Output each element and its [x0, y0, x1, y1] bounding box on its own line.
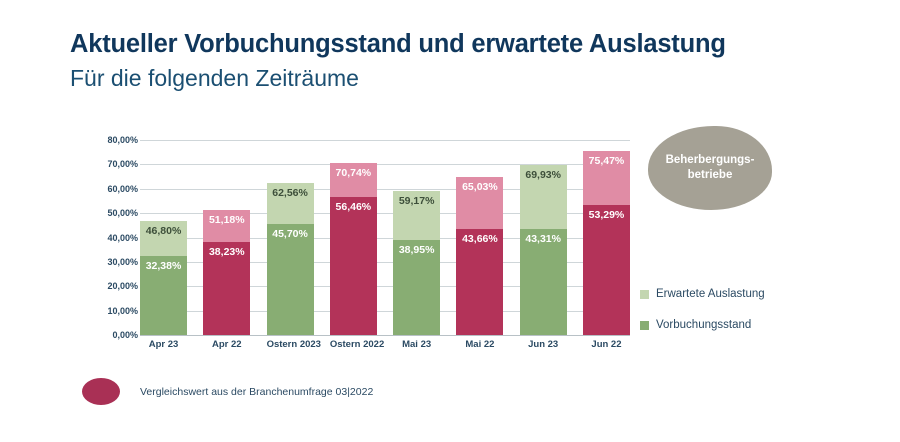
bar-stack: 46,80% 32,38% — [140, 220, 187, 335]
bar-column: 59,17% 38,95% — [393, 140, 441, 335]
bar-stack: 59,17% 38,95% — [393, 190, 441, 335]
footnote: Vergleichswert aus der Branchenumfrage 0… — [82, 378, 373, 405]
bar-segment-vorbuchungsstand: 43,31% — [519, 229, 567, 335]
bar-value-label: 65,03% — [462, 180, 498, 193]
gridline — [140, 213, 630, 215]
bar-column: 75,47% 53,29% — [582, 140, 630, 335]
y-axis-tick: 50,00% — [107, 208, 138, 219]
gridline — [140, 286, 630, 288]
bar-segment-erwartete-auslastung: 59,17% — [393, 190, 441, 241]
bar-value-label: 62,56% — [272, 186, 308, 199]
gridline — [140, 335, 630, 336]
bar-value-label: 53,29% — [588, 209, 625, 222]
gridline — [140, 261, 630, 263]
y-axis-tick: 80,00% — [107, 135, 138, 145]
y-axis-tick: 10,00% — [107, 305, 138, 316]
bar-segment-vorbuchungsstand: 32,38% — [140, 256, 187, 335]
bar-stack: 51,18% 38,23% — [203, 210, 251, 335]
page-subtitle: Für die folgenden Zeiträume — [70, 65, 359, 92]
bar-value-label: 75,47% — [588, 155, 625, 168]
x-axis-tick: Jun 22 — [591, 339, 622, 350]
chart-bars: 46,80% 32,38% 51,18% 38,23% 62,56% 45,70% 70,7… — [140, 140, 630, 335]
bar-segment-erwartete-auslastung: 75,47% — [582, 151, 630, 206]
bar-value-label: 38,23% — [208, 245, 245, 258]
badge-label: Beherbergungs-betriebe — [665, 154, 755, 181]
x-axis-tick: Mai 23 — [402, 339, 432, 350]
footnote-label: Vergleichswert aus der Branchenumfrage 0… — [140, 385, 374, 398]
bar-stack: 62,56% 45,70% — [266, 182, 314, 335]
bar-stack: 75,47% 53,29% — [582, 151, 630, 335]
bar-column: 70,74% 56,46% — [329, 140, 377, 335]
x-axis-labels: Apr 23 Apr 22 Ostern 2023 Ostern 2022 Mai 23… — [140, 339, 630, 350]
bar-column: 69,93% 43,31% — [519, 140, 567, 335]
bar-segment-vorbuchungsstand: 43,66% — [456, 228, 504, 335]
bar-segment-vorbuchungsstand: 38,23% — [203, 241, 251, 335]
bar-value-label: 45,70% — [272, 227, 308, 240]
page-title: Aktueller Vorbuchungsstand und erwartete… — [70, 30, 726, 58]
bar-segment-erwartete-auslastung: 70,74% — [329, 162, 377, 198]
bar-value-label: 51,18% — [208, 214, 245, 227]
x-axis-tick: Mai 22 — [465, 339, 495, 350]
bar-segment-vorbuchungsstand: 45,70% — [266, 223, 314, 335]
bar-column: 62,56% 45,70% — [266, 140, 314, 335]
bar-segment-vorbuchungsstand: 38,95% — [393, 240, 441, 335]
gridline — [140, 140, 630, 141]
gridline — [140, 310, 630, 312]
bar-column: 51,18% 38,23% — [203, 140, 251, 335]
bar-column: 65,03% 43,66% — [456, 140, 504, 335]
y-axis-tick: 60,00% — [107, 183, 138, 194]
legend-label: Erwartete Auslastung — [656, 288, 765, 300]
legend-item[interactable]: Erwartete Auslastung — [640, 288, 870, 300]
bar-segment-erwartete-auslastung: 69,93% — [519, 164, 567, 230]
y-axis-tick: 20,00% — [107, 281, 138, 292]
x-axis-tick: Ostern 2023 — [266, 339, 321, 350]
bar-value-label: 46,80% — [145, 224, 182, 237]
chart-legend: Erwartete Auslastung Vorbuchungsstand — [640, 288, 870, 350]
gridline — [140, 164, 630, 166]
bar-segment-vorbuchungsstand: 53,29% — [582, 205, 630, 335]
bar-value-label: 43,31% — [525, 233, 561, 246]
chart-gridlines — [140, 140, 630, 336]
bar-segment-erwartete-auslastung: 46,80% — [140, 220, 187, 257]
gridline — [140, 188, 630, 190]
y-axis-tick: 0,00% — [112, 330, 138, 340]
x-axis-tick: Jun 23 — [528, 339, 559, 350]
legend-swatch-icon — [640, 320, 649, 330]
chart-plot-area: 0,00% 10,00% 20,00% 30,00% 40,00% 50,00% 60,00… — [0, 135, 900, 370]
y-axis-tick: 70,00% — [107, 159, 138, 170]
bar-stack: 65,03% 43,66% — [456, 176, 504, 335]
legend-swatch-icon — [640, 289, 649, 299]
bar-segment-erwartete-auslastung: 51,18% — [203, 210, 251, 242]
y-axis-tick: 30,00% — [107, 256, 138, 267]
chart-header: Aktueller Vorbuchungsstand und erwartete… — [70, 30, 830, 93]
x-axis-tick: Apr 23 — [148, 339, 179, 350]
legend-item[interactable]: Vorbuchungsstand — [640, 319, 870, 331]
y-axis-tick: 40,00% — [107, 232, 138, 243]
bar-value-label: 70,74% — [335, 166, 372, 179]
bar-value-label: 32,38% — [145, 260, 182, 273]
bar-segment-erwartete-auslastung: 62,56% — [266, 182, 314, 224]
bar-value-label: 59,17% — [398, 194, 435, 207]
legend-label: Vorbuchungsstand — [656, 319, 752, 331]
bar-value-label: 43,66% — [462, 232, 498, 245]
bar-segment-erwartete-auslastung: 65,03% — [456, 176, 504, 229]
beherbergungsbetriebe-badge: Beherbergungs-betriebe — [648, 126, 772, 210]
bar-value-label: 69,93% — [525, 168, 561, 181]
bar-stack: 69,93% 43,31% — [519, 164, 567, 335]
footnote-marker-icon — [82, 378, 120, 405]
bar-value-label: 56,46% — [335, 201, 372, 214]
bar-segment-vorbuchungsstand: 56,46% — [329, 197, 377, 335]
x-axis-tick: Ostern 2022 — [329, 339, 385, 350]
bar-column: 46,80% 32,38% — [140, 140, 187, 335]
bar-value-label: 38,95% — [398, 244, 435, 257]
x-axis-tick: Apr 22 — [211, 339, 242, 350]
y-axis-labels: 0,00% 10,00% 20,00% 30,00% 40,00% 50,00% 60,00… — [88, 135, 138, 340]
gridline — [140, 237, 630, 239]
bar-stack: 70,74% 56,46% — [329, 162, 377, 335]
